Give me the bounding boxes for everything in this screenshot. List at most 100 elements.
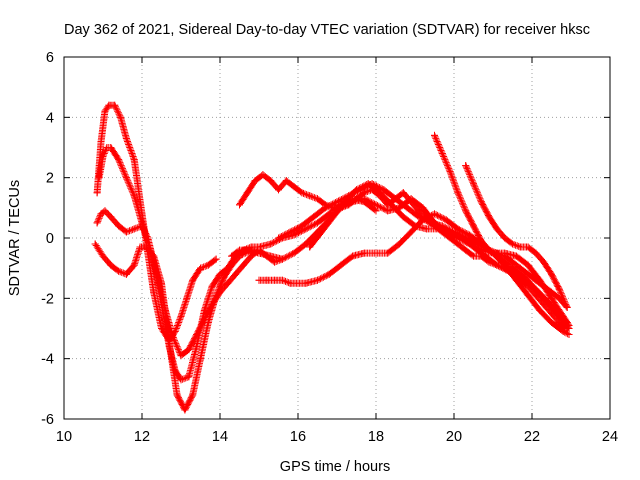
data-point [446, 168, 454, 176]
data-point [516, 264, 524, 272]
data-point [314, 219, 321, 227]
data-point [93, 189, 101, 197]
data-point [101, 207, 109, 215]
data-point [278, 276, 286, 284]
series-track-12 [216, 195, 380, 290]
data-point [232, 252, 240, 260]
data-point [501, 252, 509, 260]
series-track-11 [306, 180, 571, 326]
data-point [306, 192, 314, 200]
data-point [271, 276, 279, 284]
data-point [239, 261, 247, 269]
data-point [524, 261, 532, 269]
data-point [105, 101, 113, 109]
data-point [251, 177, 259, 185]
data-point [247, 243, 255, 251]
data-point [407, 228, 415, 236]
y-tick-label: 6 [46, 50, 54, 66]
data-point [298, 189, 306, 197]
data-point [399, 213, 407, 221]
data-point [454, 240, 462, 248]
data-point [150, 252, 158, 260]
data-point [158, 279, 165, 287]
series-track-10 [462, 162, 571, 311]
data-point [208, 282, 216, 290]
data-point [282, 177, 290, 185]
data-point [177, 376, 185, 384]
data-point [427, 219, 435, 227]
data-point [509, 240, 516, 248]
x-tick-label: 18 [368, 429, 384, 445]
data-point [497, 255, 505, 263]
data-point [91, 240, 99, 248]
chart-title: Day 362 of 2021, Sidereal Day-to-day VTE… [64, 22, 590, 38]
data-point [204, 318, 212, 326]
data-point [415, 207, 423, 215]
data-point [399, 189, 407, 197]
data-point [462, 207, 470, 215]
data-point [93, 219, 101, 227]
data-point [144, 234, 152, 242]
data-point [337, 201, 345, 209]
data-point [512, 252, 520, 260]
data-point [392, 195, 399, 203]
data-point [117, 113, 125, 121]
data-point [267, 252, 275, 260]
data-point [372, 207, 380, 215]
data-point [165, 340, 173, 348]
data-point [349, 195, 357, 203]
data-point [189, 391, 197, 399]
data-point [548, 288, 555, 296]
data-point [540, 282, 548, 290]
data-point [321, 204, 329, 212]
data-point [458, 234, 466, 242]
data-point [224, 279, 232, 287]
y-tick-label: 2 [46, 171, 54, 187]
data-point [325, 270, 333, 278]
data-point [493, 249, 501, 257]
x-tick-label: 20 [446, 429, 462, 445]
data-point [130, 156, 138, 164]
data-point [524, 291, 532, 299]
data-point [101, 107, 109, 115]
data-point [333, 198, 341, 206]
series-track-5 [236, 171, 571, 332]
data-point [200, 306, 208, 314]
data-point [130, 261, 138, 269]
series-track-4 [91, 240, 286, 414]
data-point [470, 180, 477, 188]
data-point [407, 195, 415, 203]
x-axis-label: GPS time / hours [280, 459, 390, 475]
data-point [302, 225, 310, 233]
data-point [524, 243, 532, 251]
data-marks [91, 101, 573, 414]
data-point [122, 174, 130, 182]
data-point [462, 246, 470, 254]
data-point [278, 255, 286, 263]
data-point [177, 352, 185, 360]
data-point [364, 180, 372, 188]
data-point [516, 243, 524, 251]
data-point [395, 240, 403, 248]
data-point [411, 222, 419, 230]
data-point [540, 294, 548, 302]
data-point [290, 249, 298, 257]
series-track-1 [93, 101, 220, 345]
series-markers [91, 240, 286, 414]
data-point [224, 264, 232, 272]
data-point [216, 282, 224, 290]
data-point [232, 270, 240, 278]
data-point [419, 204, 427, 212]
data-point [477, 198, 485, 206]
x-tick-label: 14 [212, 429, 228, 445]
data-point [415, 213, 423, 221]
data-point [197, 264, 204, 272]
data-point [97, 210, 105, 218]
data-point [317, 228, 325, 236]
data-point [267, 240, 275, 248]
data-point [548, 318, 555, 326]
x-tick-label: 24 [602, 429, 618, 445]
data-point [528, 282, 536, 290]
